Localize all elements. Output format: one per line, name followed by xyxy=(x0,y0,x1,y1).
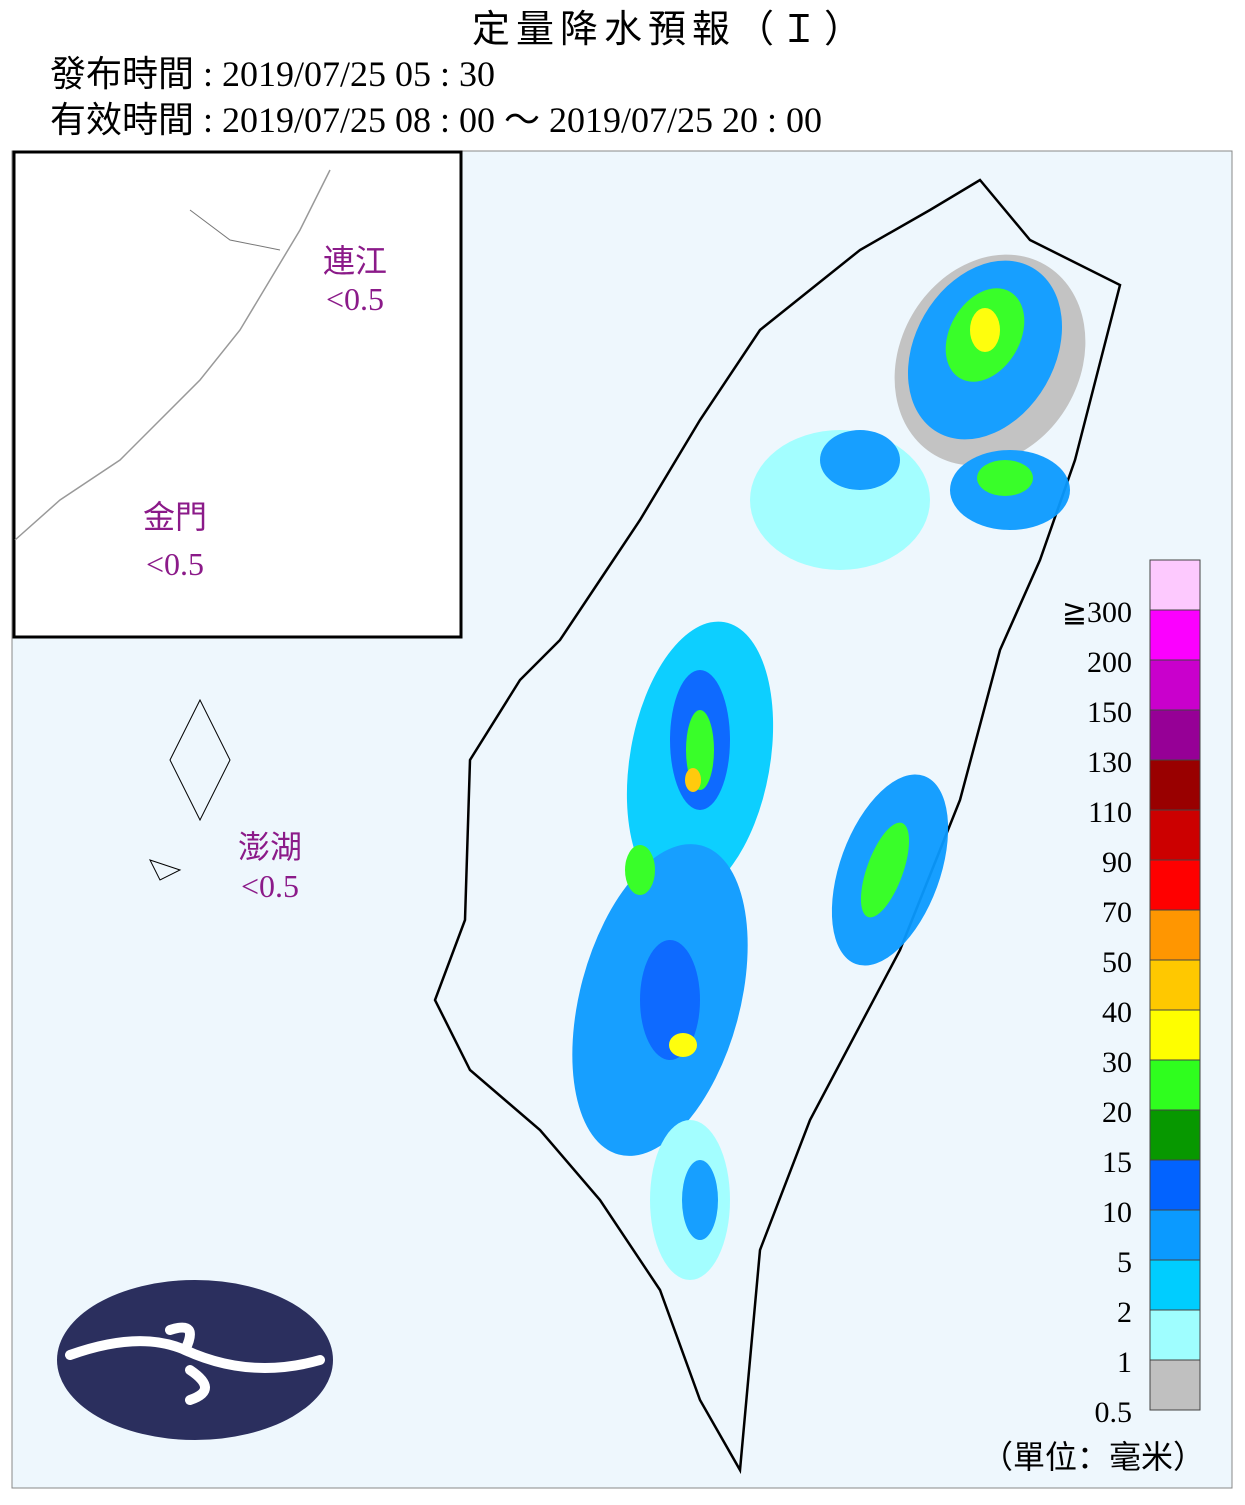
legend-swatch xyxy=(1149,1359,1201,1411)
legend-label: 1 xyxy=(1117,1346,1132,1379)
legend-label: 30 xyxy=(1102,1046,1132,1079)
legend-label: ≧300 xyxy=(1062,596,1132,629)
legend-swatch xyxy=(1149,659,1201,711)
legend-label: 2 xyxy=(1117,1296,1132,1329)
mainland-coast xyxy=(14,169,331,541)
penghu-islands xyxy=(149,698,231,881)
legend-label: 130 xyxy=(1087,746,1132,779)
island-value: <0.5 xyxy=(241,868,299,904)
legend-label: 150 xyxy=(1087,696,1132,729)
legend-label: 10 xyxy=(1102,1196,1132,1229)
legend-label: 20 xyxy=(1102,1096,1132,1129)
legend-label: 40 xyxy=(1102,996,1132,1029)
legend-swatch xyxy=(1149,1159,1201,1211)
legend-swatch xyxy=(1149,559,1201,611)
legend-label: 90 xyxy=(1102,846,1132,879)
valid-time: 有效時間 : 2019/07/25 08 : 00 ～ 2019/07/25 2… xyxy=(50,100,822,140)
legend-swatch xyxy=(1149,709,1201,761)
river xyxy=(189,209,281,251)
legend-label: 70 xyxy=(1102,896,1132,929)
legend-label: 0.5 xyxy=(1095,1396,1133,1429)
legend-swatch xyxy=(1149,959,1201,1011)
island-value: <0.5 xyxy=(326,281,384,317)
legend-label: 110 xyxy=(1088,796,1132,829)
legend-label: 5 xyxy=(1117,1246,1132,1279)
legend-swatch xyxy=(1149,1059,1201,1111)
island-name: 澎湖 xyxy=(238,829,302,865)
legend-swatch xyxy=(1149,1109,1201,1161)
legend-swatch xyxy=(1149,609,1201,661)
legend-swatch xyxy=(1149,759,1201,811)
rain-areas xyxy=(572,254,1086,1280)
legend-label: 200 xyxy=(1087,646,1132,679)
island-name: 連江 xyxy=(323,243,387,279)
legend-swatch xyxy=(1149,809,1201,861)
island-value: <0.5 xyxy=(146,546,204,582)
island-name: 金門 xyxy=(143,499,207,535)
legend-label: 50 xyxy=(1102,946,1132,979)
legend-swatch xyxy=(1149,909,1201,961)
legend-swatch xyxy=(1149,1209,1201,1261)
legend-unit: （單位：毫米） xyxy=(981,1439,1205,1475)
issued-time: 發布時間 : 2019/07/25 05 : 30 xyxy=(50,54,495,94)
legend-swatch xyxy=(1149,1309,1201,1361)
legend-swatch xyxy=(1149,1009,1201,1061)
inset-box xyxy=(12,150,463,639)
logo xyxy=(57,1280,333,1440)
legend-swatch xyxy=(1149,1259,1201,1311)
title: 定量降水預報（Ｉ） xyxy=(472,9,868,51)
legend: 0.5 1 2 5 10 15 20 30 40 50 70 90 110 130 150 200 ≧300 （單… xyxy=(981,559,1205,1475)
legend-label: 15 xyxy=(1102,1146,1132,1179)
legend-swatch xyxy=(1149,859,1201,911)
